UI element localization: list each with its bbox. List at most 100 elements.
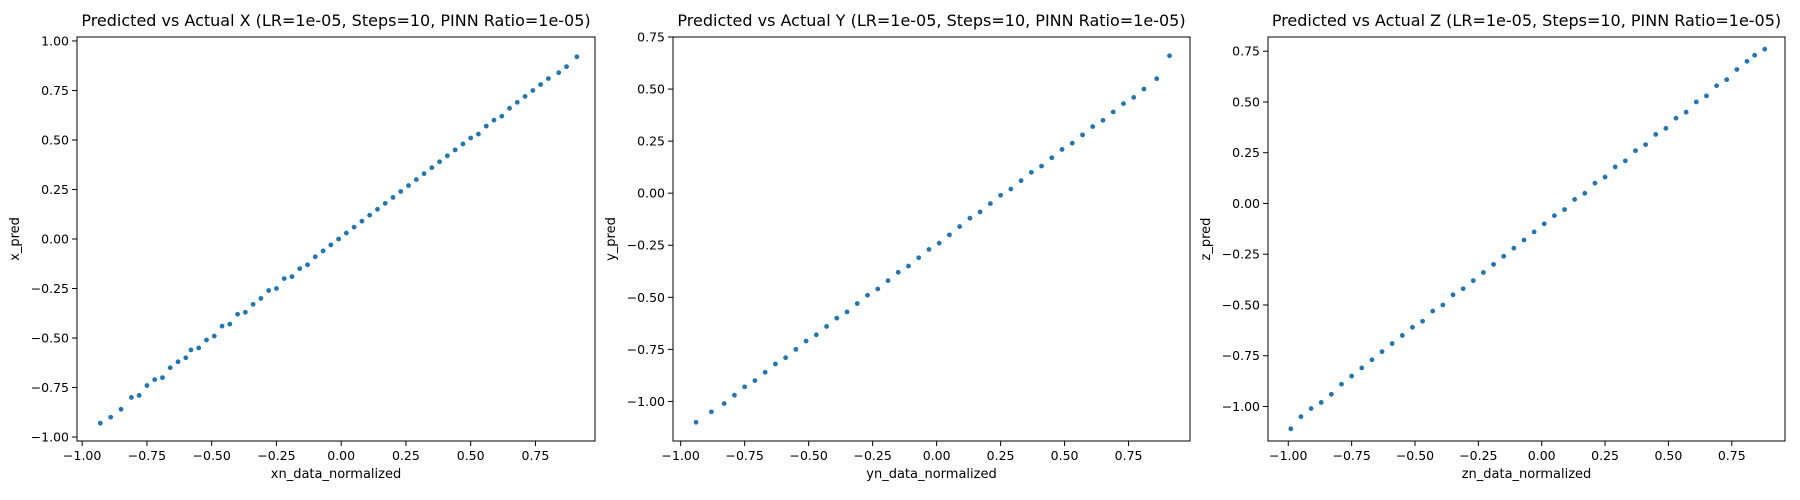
data-point [1167, 53, 1172, 59]
data-point [545, 76, 551, 81]
data-point [1612, 164, 1618, 170]
data-point [1582, 190, 1588, 196]
data-point [732, 392, 737, 398]
data-point [742, 384, 748, 390]
data-point [274, 286, 279, 291]
data-point [1359, 365, 1365, 371]
chart-panel-2: Predicted vs Actual Y (LR=1e-05, Steps=1… [604, 11, 1191, 482]
data-point [936, 240, 942, 246]
data-point [452, 147, 458, 153]
y-tick-label: −0.75 [627, 342, 665, 357]
x-tick-label: 0.75 [522, 448, 550, 463]
data-point [491, 117, 497, 123]
data-point [538, 82, 544, 87]
data-point [1592, 180, 1598, 186]
data-point [227, 321, 233, 327]
data-point [1541, 221, 1547, 227]
data-point [574, 54, 580, 60]
y-tick-label: −0.25 [31, 281, 69, 296]
data-point [803, 338, 809, 344]
data-point [1752, 52, 1757, 58]
data-point [1318, 400, 1324, 405]
x-tick-label: −0.50 [1396, 448, 1434, 463]
data-point [895, 269, 901, 275]
y-tick-label: 0.50 [637, 82, 665, 97]
data-point [444, 153, 450, 159]
data-point [188, 347, 194, 353]
data-point [367, 212, 373, 218]
x-tick-label: −0.50 [789, 448, 827, 463]
y-tick-label: 0.25 [1232, 145, 1260, 160]
x-tick-label: 0.25 [987, 448, 1015, 463]
y-tick-label: 0.75 [41, 83, 69, 98]
data-point [1762, 46, 1768, 52]
data-point [460, 141, 466, 147]
data-point [476, 131, 481, 137]
data-point [752, 378, 758, 384]
data-point [413, 177, 419, 182]
plot-area-frame [672, 36, 1191, 442]
data-point [160, 375, 165, 381]
data-point [1704, 93, 1709, 99]
x-tick-label: 0.00 [327, 448, 355, 463]
x-tick-label: −0.75 [1332, 448, 1370, 463]
x-axis-label: zn_data_normalized [1462, 467, 1592, 482]
data-point [421, 171, 427, 177]
data-point [721, 401, 727, 406]
x-axis-label: yn_data_normalized [866, 467, 996, 482]
data-point [507, 105, 512, 111]
data-point [183, 355, 189, 361]
y-tick-label: −1.00 [1222, 399, 1260, 414]
data-point [167, 365, 173, 371]
y-axis-label: z_pred [1199, 218, 1214, 261]
data-point [556, 70, 562, 76]
x-tick-label: −1.00 [1269, 448, 1307, 463]
data-point [1724, 77, 1730, 83]
data-point [297, 266, 303, 272]
data-point [266, 288, 272, 293]
data-point [108, 414, 114, 420]
y-tick-label: 0.75 [1232, 44, 1260, 59]
data-point [289, 274, 295, 280]
data-point [351, 224, 357, 230]
data-point [957, 224, 963, 229]
data-point [1622, 158, 1628, 164]
data-point [118, 406, 124, 412]
data-point [1430, 308, 1436, 314]
data-point [1110, 109, 1116, 115]
x-tick-label: −0.25 [257, 448, 295, 463]
y-tick-label: 0.00 [637, 186, 665, 201]
x-axis-label: xn_data_normalized [271, 467, 401, 482]
data-point [1653, 132, 1659, 137]
data-point [343, 230, 349, 236]
data-point [1018, 178, 1024, 184]
y-tick-label: 0.00 [1232, 196, 1260, 211]
data-point [1714, 83, 1719, 89]
data-point [1693, 99, 1699, 105]
y-axis-label: x_pred [8, 217, 23, 261]
data-point [336, 236, 341, 242]
data-point [1420, 318, 1425, 324]
data-point [242, 309, 248, 315]
y-tick-label: −0.50 [31, 331, 69, 346]
data-point [1673, 115, 1679, 121]
data-point [1551, 213, 1557, 219]
x-tick-label: 0.50 [457, 448, 485, 463]
data-point [1100, 117, 1106, 123]
data-point [219, 323, 225, 329]
y-tick-label: −1.00 [627, 394, 665, 409]
data-point [175, 359, 181, 365]
data-point [196, 345, 202, 351]
data-point [1154, 76, 1160, 82]
data-point [1683, 109, 1689, 115]
data-point [437, 159, 442, 165]
data-point [906, 263, 911, 269]
y-tick-label: 0.50 [1232, 94, 1260, 109]
data-point [885, 278, 891, 284]
data-point [1308, 406, 1314, 411]
data-point [1450, 292, 1456, 298]
data-point [1328, 391, 1334, 397]
data-point [1481, 270, 1486, 275]
data-point [693, 419, 699, 425]
data-point [1349, 373, 1355, 379]
